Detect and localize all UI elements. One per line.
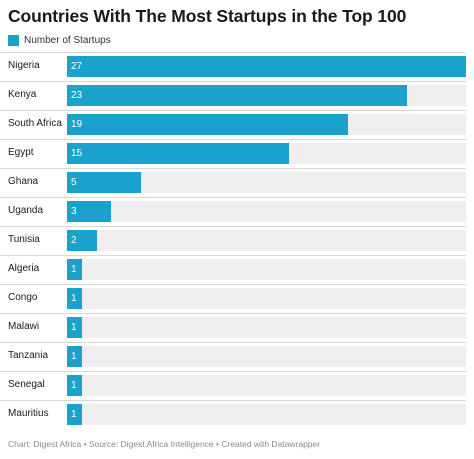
category-label: Ghana (8, 176, 39, 187)
row-divider (0, 81, 466, 82)
bar-track: 15 (67, 143, 466, 164)
bar-value-label: 1 (71, 380, 77, 391)
category-label: Tanzania (8, 350, 49, 361)
bar-value-label: 19 (71, 119, 83, 130)
bar-track: 19 (67, 114, 466, 135)
category-label: Algeria (8, 263, 40, 274)
bar (67, 85, 407, 106)
bar-row: Uganda 3 (0, 197, 474, 226)
bar-track: 5 (67, 172, 466, 193)
row-divider (0, 197, 466, 198)
bar-value-label: 27 (71, 61, 83, 72)
row-divider (0, 139, 466, 140)
row-divider (0, 342, 466, 343)
category-label: Senegal (8, 379, 45, 390)
bar-value-label: 5 (71, 177, 77, 188)
bar-value-label: 1 (71, 351, 77, 362)
chart-title: Countries With The Most Startups in the … (8, 6, 407, 26)
bar-row: Senegal 1 (0, 371, 474, 400)
bar-track: 1 (67, 259, 466, 280)
row-divider (0, 110, 466, 111)
category-label: Tunisia (8, 234, 40, 245)
row-divider (0, 313, 466, 314)
chart-legend: Number of Startups (8, 35, 111, 46)
bar (67, 404, 82, 425)
row-divider (0, 284, 466, 285)
row-divider (0, 168, 466, 169)
category-label: Kenya (8, 89, 37, 100)
bar-value-label: 3 (71, 206, 77, 217)
bar-chart: Nigeria 27 Kenya 23 South Africa 19 Egypt 15 Gha… (0, 52, 474, 430)
bar (67, 114, 348, 135)
legend-swatch (8, 35, 19, 46)
row-divider (0, 371, 466, 372)
category-label: Uganda (8, 205, 44, 216)
bar-track: 1 (67, 288, 466, 309)
row-divider (0, 255, 466, 256)
category-label: Mauritius (8, 408, 49, 419)
bar (67, 259, 82, 280)
bar-row: Algeria 1 (0, 255, 474, 284)
bar (67, 230, 97, 251)
bar-row: Congo 1 (0, 284, 474, 313)
bar-track: 1 (67, 375, 466, 396)
bar (67, 56, 466, 77)
bar-value-label: 1 (71, 322, 77, 333)
bar-row: Mauritius 1 (0, 400, 474, 429)
category-label: South Africa (8, 118, 62, 129)
bar-track: 1 (67, 317, 466, 338)
bar-track: 2 (67, 230, 466, 251)
category-label: Congo (8, 292, 38, 303)
bar-row: South Africa 19 (0, 110, 474, 139)
bar-value-label: 1 (71, 293, 77, 304)
bar-row: Ghana 5 (0, 168, 474, 197)
bar-track: 1 (67, 404, 466, 425)
bar-row: Kenya 23 (0, 81, 474, 110)
bar (67, 288, 82, 309)
bar-track: 23 (67, 85, 466, 106)
bar-value-label: 23 (71, 90, 83, 101)
bar-track: 1 (67, 346, 466, 367)
bar (67, 317, 82, 338)
bar-value-label: 1 (71, 264, 77, 275)
bar (67, 375, 82, 396)
legend-label: Number of Startups (24, 35, 111, 46)
category-label: Nigeria (8, 60, 40, 71)
bar-track: 27 (67, 56, 466, 77)
row-divider (0, 52, 466, 53)
bar-row: Egypt 15 (0, 139, 474, 168)
bar (67, 201, 112, 222)
row-divider (0, 226, 466, 227)
bar-value-label: 1 (71, 409, 77, 420)
bar (67, 346, 82, 367)
bar (67, 143, 289, 164)
bar-row: Nigeria 27 (0, 52, 474, 81)
bar-row: Tunisia 2 (0, 226, 474, 255)
row-divider (0, 400, 466, 401)
bar (67, 172, 141, 193)
bar-value-label: 15 (71, 148, 83, 159)
bar-row: Tanzania 1 (0, 342, 474, 371)
category-label: Egypt (8, 147, 34, 158)
bar-value-label: 2 (71, 235, 77, 246)
chart-footer: Chart: Digest Africa • Source: Digest Af… (8, 439, 321, 449)
bar-track: 3 (67, 201, 466, 222)
bar-row: Malawi 1 (0, 313, 474, 342)
category-label: Malawi (8, 321, 40, 332)
